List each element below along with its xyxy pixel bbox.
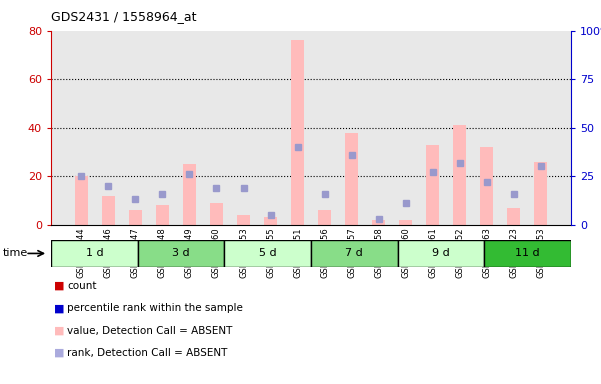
- Text: percentile rank within the sample: percentile rank within the sample: [67, 303, 243, 313]
- Text: ■: ■: [54, 326, 64, 336]
- Bar: [129, 210, 142, 225]
- Bar: [237, 215, 250, 225]
- Bar: [507, 208, 520, 225]
- Bar: [480, 147, 493, 225]
- Text: 11 d: 11 d: [515, 248, 540, 258]
- Bar: [156, 205, 169, 225]
- Bar: [399, 220, 412, 225]
- Text: count: count: [67, 281, 97, 291]
- Text: 5 d: 5 d: [259, 248, 276, 258]
- Text: ■: ■: [54, 303, 64, 313]
- Text: GDS2431 / 1558964_at: GDS2431 / 1558964_at: [51, 10, 197, 23]
- Text: 9 d: 9 d: [432, 248, 450, 258]
- Bar: [102, 195, 115, 225]
- Bar: [345, 132, 358, 225]
- Bar: [372, 220, 385, 225]
- Bar: [183, 164, 197, 225]
- Bar: [291, 40, 304, 225]
- Bar: [224, 240, 311, 267]
- Bar: [51, 240, 138, 267]
- Text: 3 d: 3 d: [172, 248, 190, 258]
- Bar: [210, 203, 223, 225]
- Text: rank, Detection Call = ABSENT: rank, Detection Call = ABSENT: [67, 348, 228, 358]
- Bar: [138, 240, 224, 267]
- Bar: [311, 240, 398, 267]
- Bar: [426, 145, 439, 225]
- Bar: [453, 125, 466, 225]
- Text: time: time: [3, 248, 28, 258]
- Text: 7 d: 7 d: [346, 248, 363, 258]
- Text: 1 d: 1 d: [85, 248, 103, 258]
- Bar: [318, 210, 331, 225]
- Text: ■: ■: [54, 348, 64, 358]
- Bar: [534, 162, 548, 225]
- Bar: [264, 217, 277, 225]
- Text: ■: ■: [54, 281, 64, 291]
- Text: value, Detection Call = ABSENT: value, Detection Call = ABSENT: [67, 326, 233, 336]
- Bar: [75, 176, 88, 225]
- Bar: [398, 240, 484, 267]
- Bar: [484, 240, 571, 267]
